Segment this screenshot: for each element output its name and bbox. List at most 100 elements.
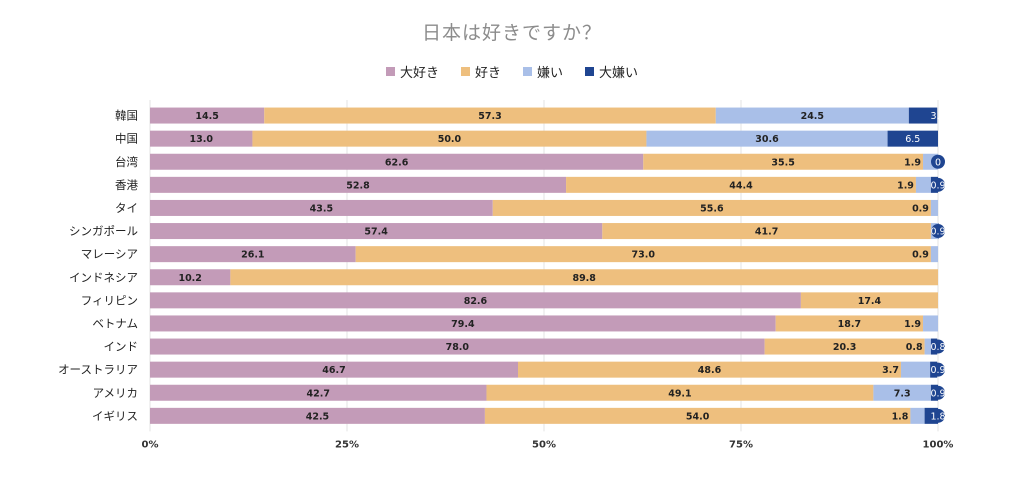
bar-segment	[646, 130, 888, 147]
data-label-marker	[931, 339, 945, 354]
bar-segment	[230, 269, 939, 286]
data-label-marker	[931, 408, 945, 423]
bar-segment	[486, 384, 874, 401]
data-label: 1.8	[892, 411, 909, 422]
data-label: 44.4	[729, 180, 753, 191]
bar-segment	[800, 292, 938, 309]
bar-segment	[150, 315, 776, 332]
data-label: 0.9	[912, 203, 929, 214]
data-label-marker	[931, 154, 945, 169]
legend-label-kirai: 嫌い	[537, 66, 564, 81]
data-label: 62.6	[385, 157, 409, 168]
category-label: インド	[104, 340, 139, 354]
data-label: 79.4	[451, 319, 475, 330]
bar-segment	[764, 338, 925, 355]
x-tick-label: 75%	[729, 439, 753, 450]
data-label: 55.6	[700, 203, 724, 214]
category-label: アメリカ	[93, 386, 138, 400]
x-tick-label: 100%	[923, 439, 954, 450]
bar-segment	[150, 153, 644, 170]
data-label: 50.0	[438, 134, 462, 145]
bar-segment	[908, 107, 938, 124]
data-label: 18.7	[838, 319, 861, 330]
category-label: イギリス	[92, 409, 138, 423]
x-tick-label: 50%	[532, 439, 556, 450]
bar-segment	[715, 107, 909, 124]
bar-segment	[775, 315, 924, 332]
bar-segment	[252, 130, 647, 147]
bar-segment	[887, 130, 938, 147]
data-label: 0	[935, 157, 941, 168]
bar-segment	[150, 107, 265, 124]
data-label: 3.6	[930, 111, 945, 122]
data-label: 57.4	[364, 227, 388, 238]
legend-swatch-daikirai	[585, 67, 595, 76]
bar-segment	[930, 199, 938, 216]
data-label: 0.9	[930, 365, 945, 376]
category-label: 韓国	[115, 109, 138, 123]
legend-swatch-suki	[460, 67, 470, 76]
data-label: 48.6	[698, 365, 722, 376]
data-label: 17.4	[858, 296, 882, 307]
bar-segment	[492, 199, 931, 216]
bar-segment	[566, 176, 916, 193]
data-label: 54.0	[686, 411, 710, 422]
legend-label-suki: 好き	[474, 66, 501, 81]
data-label: 26.1	[241, 250, 264, 261]
data-label: 0.9	[912, 250, 929, 261]
bar-segment	[915, 176, 931, 193]
bar-segment	[150, 176, 567, 193]
bar-segment	[264, 107, 716, 124]
legend-item-suki: 好き	[460, 62, 501, 81]
bar-segment	[150, 338, 765, 355]
bar-segment	[517, 361, 901, 378]
bar-segment	[150, 199, 493, 216]
x-tick-label: 25%	[335, 439, 359, 450]
data-label-marker	[931, 362, 945, 377]
data-label: 52.8	[346, 180, 370, 191]
bar-segment	[602, 223, 931, 240]
bar-segment	[150, 223, 603, 240]
bar-segment	[924, 338, 931, 355]
bar-segment	[910, 407, 925, 424]
legend-swatch-daisuki	[385, 67, 395, 76]
data-label: 57.3	[478, 111, 501, 122]
data-label: 0.9	[930, 227, 945, 238]
data-label: 14.5	[195, 111, 218, 122]
data-label: 24.5	[801, 111, 824, 122]
data-label: 42.5	[306, 411, 329, 422]
data-label: 0.9	[930, 388, 945, 399]
category-label: ベトナム	[92, 316, 138, 330]
bar-segment	[150, 407, 485, 424]
bar-segment	[150, 130, 253, 147]
data-label: 3.7	[882, 365, 899, 376]
category-label: 中国	[115, 132, 138, 146]
data-label: 73.0	[632, 250, 656, 261]
data-label: 0.8	[906, 342, 923, 353]
category-label: フィリピン	[81, 293, 138, 307]
data-label: 7.3	[894, 388, 911, 399]
bar-segment	[150, 269, 231, 286]
data-label: 46.7	[322, 365, 345, 376]
legend-label-daikirai: 大嫌い	[599, 66, 639, 81]
data-label: 1.9	[897, 180, 914, 191]
chart-title: 日本は好きですか？	[421, 22, 602, 44]
data-label: 82.6	[464, 296, 488, 307]
bar-segment	[150, 361, 518, 378]
data-label: 41.7	[755, 227, 778, 238]
data-label: 89.8	[572, 273, 596, 284]
category-label: マレーシア	[81, 247, 138, 261]
data-label: 35.5	[771, 157, 794, 168]
data-label-marker	[931, 385, 945, 400]
bar-segment	[150, 246, 356, 263]
bar-segment	[930, 246, 938, 263]
data-label: 1.9	[904, 157, 921, 168]
data-label: 1.8	[930, 411, 945, 422]
data-label: 13.0	[189, 134, 213, 145]
data-label: 6.5	[905, 134, 920, 145]
category-label: 香港	[115, 178, 138, 192]
legend-swatch-kirai	[523, 67, 532, 76]
data-label-marker	[931, 224, 945, 239]
bar-segment	[150, 292, 801, 309]
